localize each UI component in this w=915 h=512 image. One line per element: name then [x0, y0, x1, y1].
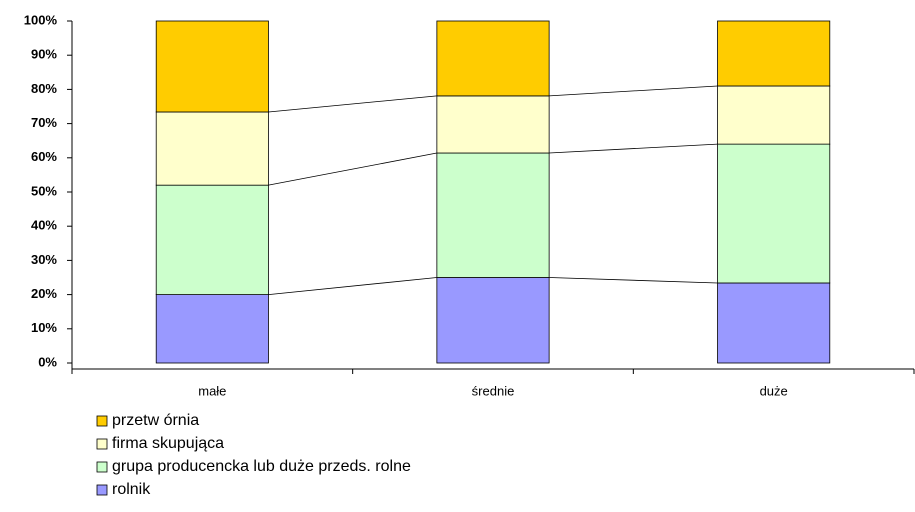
bar-segment — [155, 184, 269, 296]
legend-swatch — [96, 415, 108, 427]
bar-segment — [155, 20, 269, 113]
y-tick-label: 50% — [31, 183, 57, 198]
bar-segment — [717, 143, 831, 284]
series-line — [268, 277, 437, 295]
bar-segment — [155, 111, 269, 186]
y-tick-label: 60% — [31, 149, 57, 164]
bar-segment — [717, 85, 831, 145]
bar-segment — [436, 95, 550, 154]
bar-segment — [717, 282, 831, 364]
y-tick-label: 0% — [38, 354, 57, 369]
y-tick-label: 80% — [31, 81, 57, 96]
bar-segment — [717, 20, 831, 87]
legend-label: grupa producencka lub duże przeds. rolne — [112, 458, 411, 475]
series-line — [268, 152, 437, 186]
legend-label: firma skupująca — [112, 435, 224, 452]
y-tick-label: 10% — [31, 320, 57, 335]
series-line — [549, 85, 718, 97]
bar-segment — [436, 152, 550, 278]
x-tick-label: duże — [760, 383, 788, 398]
legend-swatch — [96, 438, 108, 450]
bar-segment — [436, 277, 550, 364]
y-tick-label: 20% — [31, 286, 57, 301]
legend-label: rolnik — [112, 481, 151, 498]
x-tick-label: małe — [198, 383, 226, 398]
y-tick-label: 100% — [24, 12, 58, 27]
x-tick-label: średnie — [472, 383, 515, 398]
y-tick-label: 30% — [31, 252, 57, 267]
legend-label: przetw órnia — [112, 412, 199, 429]
y-tick-label: 90% — [31, 47, 57, 62]
bar-segment — [436, 20, 550, 97]
series-line — [549, 143, 718, 154]
bar-segment — [155, 294, 269, 364]
series-line — [549, 277, 718, 284]
legend-swatch — [96, 461, 108, 473]
y-tick-label: 70% — [31, 115, 57, 130]
y-tick-label: 40% — [31, 218, 57, 233]
legend-swatch — [96, 484, 108, 496]
series-line — [268, 95, 437, 113]
